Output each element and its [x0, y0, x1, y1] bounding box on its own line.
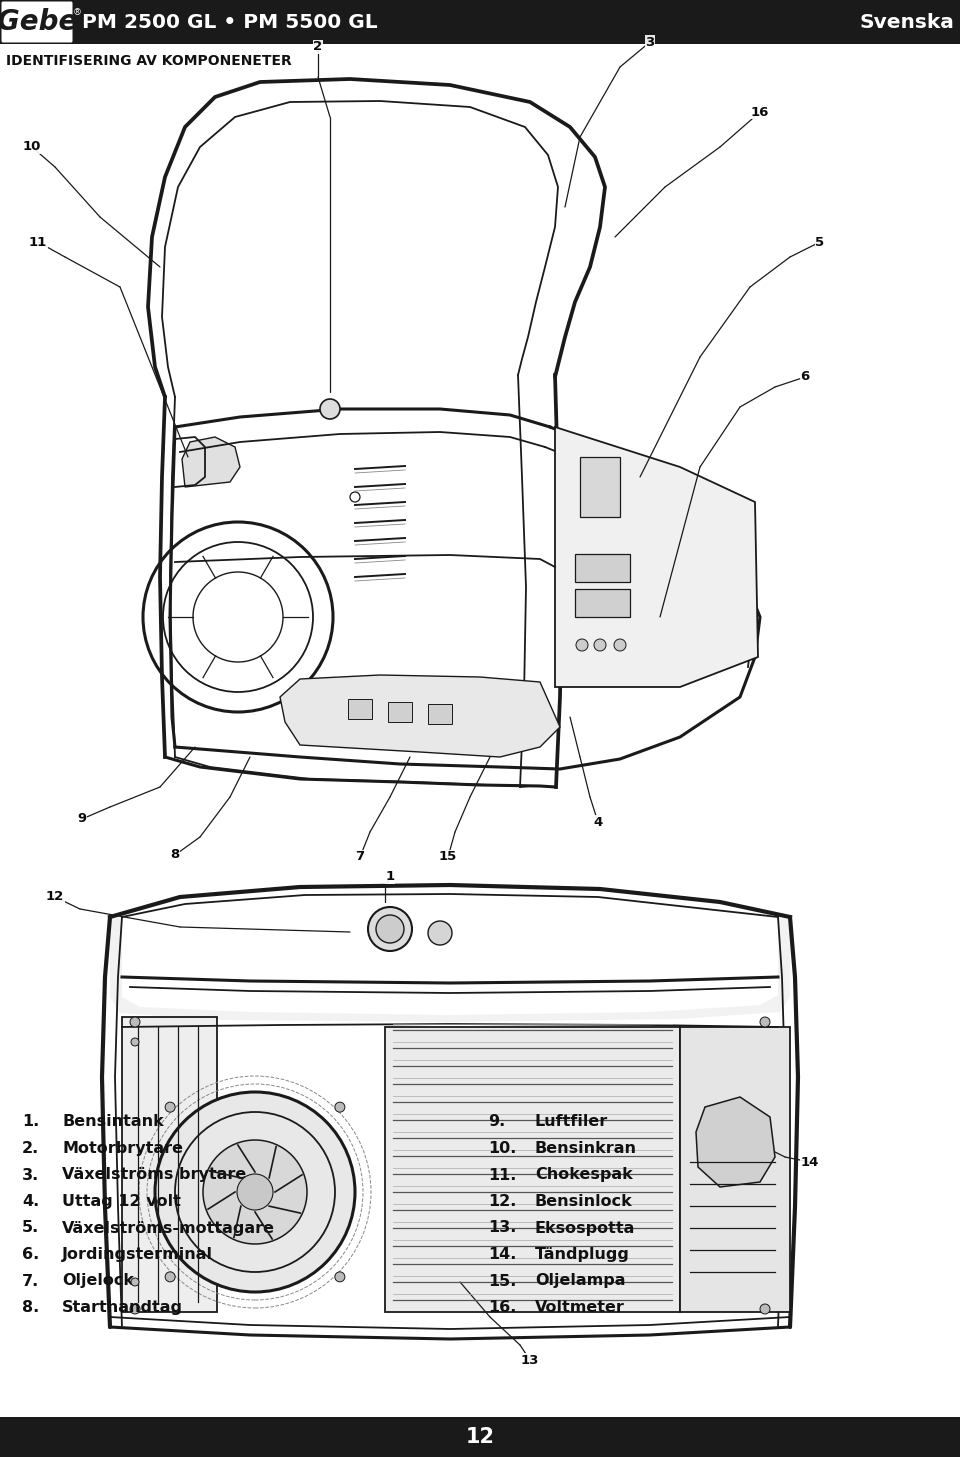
Text: Luftfiler: Luftfiler	[535, 1115, 609, 1129]
Text: 16: 16	[751, 105, 769, 118]
Text: 13.: 13.	[488, 1221, 516, 1236]
Text: Tändplugg: Tändplugg	[535, 1247, 630, 1262]
Text: 2: 2	[313, 41, 323, 54]
Circle shape	[760, 1017, 770, 1027]
Circle shape	[368, 908, 412, 951]
Text: 6.: 6.	[22, 1247, 39, 1262]
Text: 13: 13	[521, 1354, 540, 1367]
Bar	[428, 704, 452, 724]
Bar	[575, 554, 630, 581]
Text: Voltmeter: Voltmeter	[535, 1300, 625, 1316]
Text: 12: 12	[466, 1426, 494, 1447]
Bar	[575, 589, 630, 616]
Text: Starthandtag: Starthandtag	[62, 1300, 183, 1316]
Circle shape	[131, 1037, 139, 1046]
Text: Chokespak: Chokespak	[535, 1167, 633, 1183]
Text: 12.: 12.	[488, 1193, 516, 1209]
Text: Jordingsterminal: Jordingsterminal	[62, 1247, 213, 1262]
Circle shape	[237, 1174, 273, 1209]
Text: 10: 10	[23, 140, 41, 153]
Text: 4.: 4.	[22, 1193, 39, 1209]
Text: Växelströms brytare: Växelströms brytare	[62, 1167, 247, 1183]
Circle shape	[130, 1304, 140, 1314]
Text: 1: 1	[385, 870, 395, 883]
Circle shape	[335, 1101, 345, 1112]
Circle shape	[594, 640, 606, 651]
Text: 10.: 10.	[488, 1141, 516, 1155]
Text: Oljelock: Oljelock	[62, 1273, 134, 1288]
Text: Växelströms-mottagare: Växelströms-mottagare	[62, 1221, 275, 1236]
Text: 7.: 7.	[22, 1273, 39, 1288]
Text: ®: ®	[73, 9, 82, 17]
Circle shape	[320, 399, 340, 420]
Text: 3.: 3.	[22, 1167, 39, 1183]
Bar	[122, 1017, 217, 1311]
Circle shape	[155, 1091, 355, 1292]
Bar	[385, 1027, 680, 1311]
Circle shape	[131, 1278, 139, 1287]
Text: 14.: 14.	[488, 1247, 516, 1262]
Text: IDENTIFISERING AV KOMPONENETER: IDENTIFISERING AV KOMPONENETER	[6, 54, 292, 68]
Circle shape	[165, 1101, 175, 1112]
Circle shape	[614, 640, 626, 651]
Text: 5.: 5.	[22, 1221, 39, 1236]
Text: 15.: 15.	[488, 1273, 516, 1288]
Text: 15: 15	[439, 851, 457, 864]
Text: Oljelampa: Oljelampa	[535, 1273, 626, 1288]
Bar	[348, 699, 372, 718]
Circle shape	[203, 1139, 307, 1244]
Text: 7: 7	[355, 851, 365, 864]
Text: 9: 9	[78, 813, 86, 826]
Text: 8: 8	[170, 848, 180, 861]
Text: Eksospotta: Eksospotta	[535, 1221, 636, 1236]
Text: 2.: 2.	[22, 1141, 39, 1155]
Circle shape	[130, 1017, 140, 1027]
Polygon shape	[280, 675, 560, 758]
Circle shape	[760, 1304, 770, 1314]
Text: 12: 12	[46, 890, 64, 903]
Bar	[0, 1418, 960, 1457]
Text: Bensinkran: Bensinkran	[535, 1141, 637, 1155]
FancyBboxPatch shape	[2, 1, 73, 42]
Circle shape	[376, 915, 404, 943]
Bar	[388, 702, 412, 723]
Text: 3: 3	[645, 35, 655, 48]
Text: 5: 5	[815, 236, 825, 249]
Text: Gebe: Gebe	[0, 7, 77, 36]
Text: 6: 6	[801, 370, 809, 383]
Text: 11: 11	[29, 236, 47, 249]
Text: 1.: 1.	[22, 1115, 39, 1129]
Text: 14: 14	[801, 1155, 819, 1169]
Text: Motorbrytare: Motorbrytare	[62, 1141, 183, 1155]
Polygon shape	[696, 1097, 775, 1187]
Circle shape	[576, 640, 588, 651]
Polygon shape	[110, 916, 790, 1021]
Text: Uttag 12 volt: Uttag 12 volt	[62, 1193, 180, 1209]
Text: 9.: 9.	[488, 1115, 505, 1129]
Text: PM 2500 GL • PM 5500 GL: PM 2500 GL • PM 5500 GL	[82, 13, 377, 32]
Bar	[0, 0, 960, 44]
Polygon shape	[555, 427, 758, 688]
Text: Svenska: Svenska	[859, 13, 954, 32]
Circle shape	[335, 1272, 345, 1282]
Text: 16.: 16.	[488, 1300, 516, 1316]
Text: Bensintank: Bensintank	[62, 1115, 164, 1129]
Circle shape	[165, 1272, 175, 1282]
Bar	[680, 1027, 790, 1311]
Text: 11.: 11.	[488, 1167, 516, 1183]
Text: Bensinlock: Bensinlock	[535, 1193, 633, 1209]
Bar	[580, 457, 620, 517]
Text: 4: 4	[593, 816, 603, 829]
Polygon shape	[182, 437, 240, 487]
Circle shape	[428, 921, 452, 946]
Text: 8.: 8.	[22, 1300, 39, 1316]
